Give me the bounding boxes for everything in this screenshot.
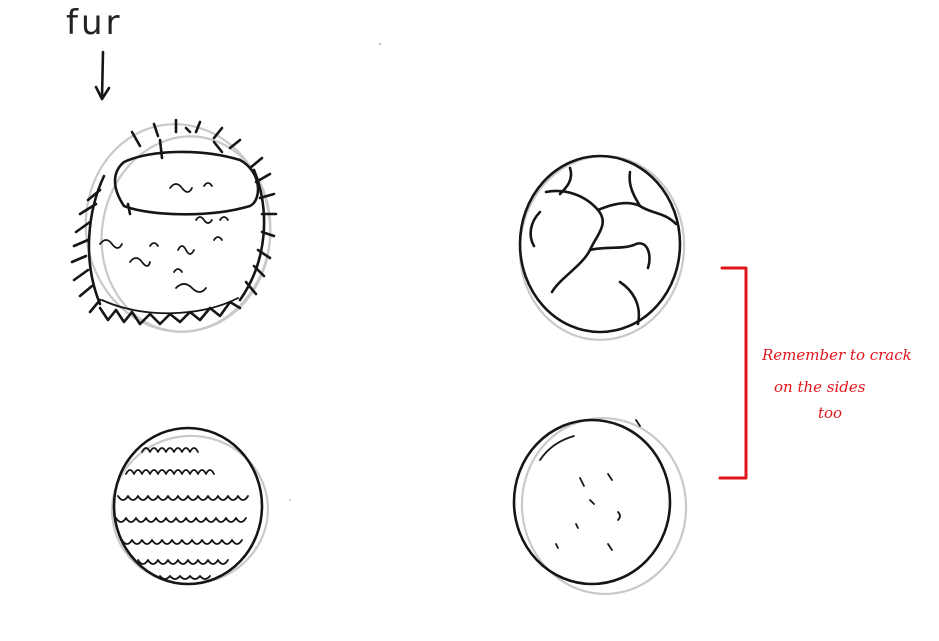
scaly-ball-sketch	[110, 426, 270, 586]
note-line-1: Remember to crack	[761, 346, 912, 364]
stray-dot	[378, 42, 382, 46]
fur-label: fur	[66, 3, 123, 43]
right-bracket-icon	[718, 266, 748, 480]
cracked-ball-sketch	[518, 154, 686, 341]
dotted-ball-sketch	[512, 416, 688, 596]
annotation-note: Remember to crack on the sides too	[761, 346, 912, 422]
note-line-2: on the sides	[774, 378, 866, 396]
down-arrow-icon	[94, 50, 111, 101]
stray-dot-2	[289, 499, 291, 501]
furry-ball-sketch	[70, 118, 278, 333]
note-line-3: too	[818, 404, 842, 422]
